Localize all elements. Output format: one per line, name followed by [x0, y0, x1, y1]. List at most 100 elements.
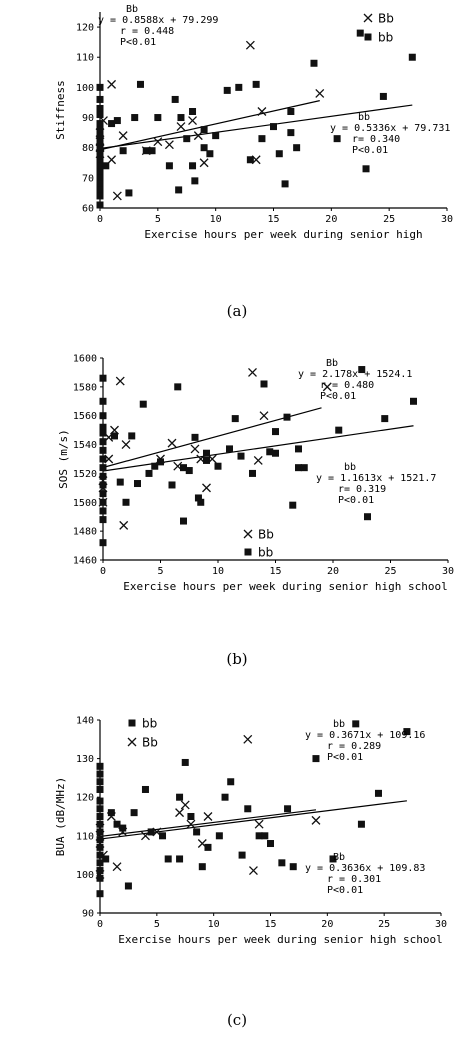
y-tick-label: 1580 — [73, 382, 97, 393]
x-tick-label: 5 — [157, 566, 163, 577]
data-point-bb — [283, 413, 291, 421]
x-tick-label: 25 — [384, 566, 396, 577]
data-point-bb — [151, 462, 159, 470]
data-point-bb — [356, 29, 364, 37]
data-point-Bb — [245, 40, 255, 50]
data-point-bb — [329, 855, 337, 863]
data-point-bb — [96, 174, 104, 182]
data-point-Bb — [112, 191, 122, 201]
data-point-Bb — [164, 140, 174, 150]
data-point-bb — [214, 462, 222, 470]
data-point-bb — [107, 809, 115, 817]
data-point-bb — [300, 464, 308, 472]
data-point-bb — [272, 428, 279, 436]
data-point-bb — [147, 828, 155, 836]
data-point-bb — [96, 813, 104, 820]
data-point-bb — [244, 805, 252, 813]
data-point-bb — [189, 162, 197, 170]
data-point-bb — [379, 92, 387, 100]
x-tick-label: 15 — [267, 214, 279, 225]
regression-line-Bb — [99, 100, 320, 151]
regression-annotation-bb: y = 0.5336x + 79.731 — [330, 123, 450, 134]
data-point-Bb — [176, 122, 186, 132]
data-point-bb — [96, 805, 104, 813]
data-point-Bb — [259, 411, 269, 421]
data-point-bb — [189, 108, 197, 116]
data-point-bb — [357, 820, 365, 828]
data-point-bb — [198, 863, 206, 871]
data-point-bb — [111, 432, 118, 440]
data-point-bb — [287, 129, 295, 137]
data-point-bb — [96, 168, 104, 176]
data-point-bb — [99, 412, 107, 420]
regression-annotation-bb: P<0.01 — [338, 495, 374, 506]
y-tick-label: 70 — [82, 173, 94, 184]
data-point-bb — [96, 83, 104, 91]
data-point-bb — [238, 851, 246, 859]
data-point-bb — [206, 150, 214, 158]
legend-label-Bb: Bb — [142, 736, 158, 750]
data-point-Bb — [253, 455, 263, 465]
data-point-bb — [381, 415, 389, 423]
data-point-bb — [200, 126, 208, 134]
data-point-bb — [289, 863, 297, 871]
data-point-bb — [335, 426, 343, 434]
figure-caption: (a) — [227, 302, 248, 320]
data-point-Bb — [118, 131, 128, 141]
data-point-bb — [187, 813, 195, 820]
data-point-bb — [159, 832, 167, 840]
data-point-bb — [134, 480, 141, 488]
data-point-bb — [96, 111, 104, 119]
data-point-bb — [148, 147, 156, 155]
x-tick-label: 30 — [435, 919, 447, 930]
y-tick-label: 1600 — [73, 354, 97, 365]
data-point-Bb — [167, 438, 177, 448]
data-point-bb — [246, 156, 254, 164]
data-point-bb — [113, 117, 121, 125]
data-point-bb — [275, 150, 283, 158]
y-tick-label: 100 — [76, 83, 94, 94]
data-point-bb — [157, 458, 164, 466]
y-tick-label: 110 — [76, 831, 94, 842]
legend-label-bb: bb — [378, 31, 393, 45]
regression-annotation-Bb: r = 0.480 — [320, 380, 374, 391]
data-point-bb — [181, 758, 189, 766]
data-point-bb — [212, 132, 220, 140]
data-point-bb — [278, 859, 286, 867]
data-point-bb — [183, 135, 191, 143]
regression-annotation-Bb: Bb — [126, 4, 138, 15]
data-point-Bb — [175, 808, 185, 818]
data-point-bb — [113, 820, 121, 828]
x-tick-label: 30 — [441, 214, 453, 225]
figure-caption: (b) — [226, 650, 247, 668]
data-point-bb — [102, 855, 110, 863]
data-point-bb — [281, 180, 289, 188]
data-point-bb — [258, 135, 266, 143]
data-point-bb — [223, 86, 231, 94]
data-point-Bb — [257, 107, 267, 116]
x-tick-label: 25 — [383, 214, 395, 225]
regression-annotation-bb: P<0.01 — [352, 145, 388, 156]
data-point-Bb — [248, 866, 258, 875]
data-point-bb — [333, 135, 341, 143]
data-point-Bb — [311, 815, 321, 825]
data-point-bb — [96, 828, 104, 836]
y-tick-label: 1520 — [73, 469, 97, 480]
data-point-bb — [403, 728, 411, 736]
data-point-bb — [193, 828, 201, 836]
x-tick-label: 0 — [97, 919, 103, 930]
data-point-bb — [99, 472, 107, 480]
data-point-bb — [260, 380, 268, 388]
data-point-bb — [194, 494, 202, 502]
data-point-Bb — [254, 819, 264, 829]
x-tick-label: 5 — [154, 919, 160, 930]
data-point-bb — [255, 832, 263, 840]
y-tick-label: 1480 — [73, 527, 97, 538]
data-point-bb — [99, 481, 107, 489]
data-point-bb — [136, 80, 144, 88]
data-point-bb — [168, 481, 176, 489]
data-point-Bb — [190, 444, 200, 454]
legend-marker-bb — [244, 548, 252, 556]
data-point-bb — [180, 464, 187, 472]
regression-annotation-bb: bb — [358, 112, 370, 123]
